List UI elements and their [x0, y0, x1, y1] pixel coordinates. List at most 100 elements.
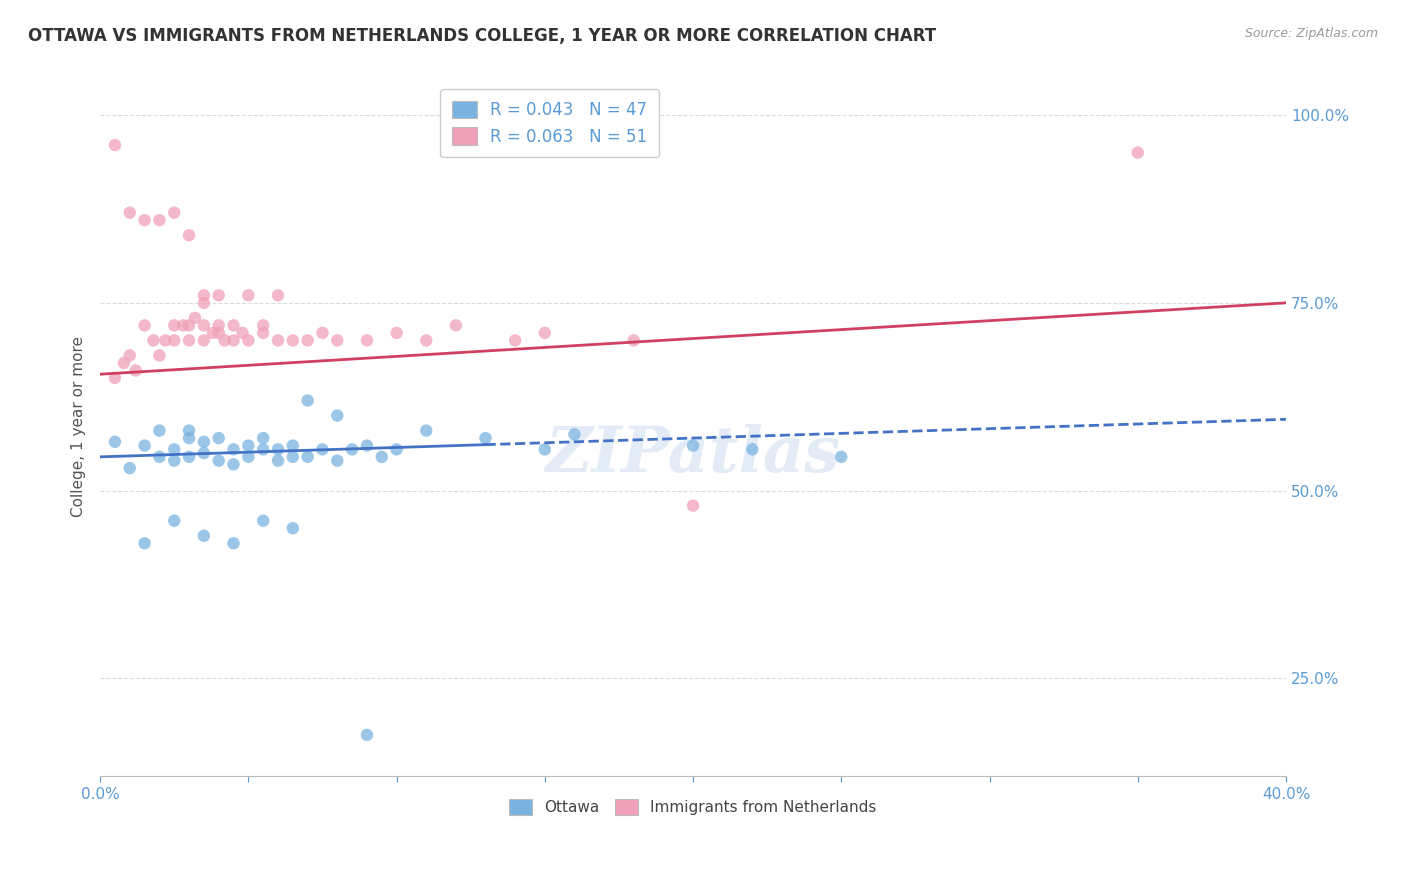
Point	[163, 514, 186, 528]
Point	[148, 348, 170, 362]
Point	[222, 442, 245, 457]
Point	[193, 529, 215, 543]
Point	[104, 434, 127, 449]
Point	[155, 334, 177, 348]
Point	[163, 318, 186, 333]
Point	[208, 326, 231, 340]
Point	[222, 536, 245, 550]
Point	[125, 363, 148, 377]
Point	[134, 439, 156, 453]
Point	[830, 450, 852, 464]
Point	[208, 453, 231, 467]
Point	[252, 442, 274, 457]
Point	[444, 318, 467, 333]
Point	[267, 288, 290, 302]
Point	[134, 318, 156, 333]
Point	[118, 461, 141, 475]
Point	[231, 326, 253, 340]
Point	[533, 442, 555, 457]
Point	[741, 442, 763, 457]
Point	[340, 442, 363, 457]
Point	[238, 450, 260, 464]
Point	[112, 356, 135, 370]
Point	[682, 499, 704, 513]
Point	[385, 326, 408, 340]
Point	[415, 424, 437, 438]
Point	[193, 318, 215, 333]
Point	[252, 431, 274, 445]
Point	[177, 431, 200, 445]
Point	[193, 288, 215, 302]
Point	[222, 458, 245, 472]
Point	[297, 334, 319, 348]
Point	[118, 348, 141, 362]
Point	[238, 288, 260, 302]
Point	[222, 334, 245, 348]
Text: Source: ZipAtlas.com: Source: ZipAtlas.com	[1244, 27, 1378, 40]
Point	[177, 450, 200, 464]
Point	[267, 442, 290, 457]
Point	[297, 393, 319, 408]
Point	[238, 334, 260, 348]
Text: OTTAWA VS IMMIGRANTS FROM NETHERLANDS COLLEGE, 1 YEAR OR MORE CORRELATION CHART: OTTAWA VS IMMIGRANTS FROM NETHERLANDS CO…	[28, 27, 936, 45]
Point	[326, 409, 349, 423]
Point	[503, 334, 526, 348]
Point	[267, 453, 290, 467]
Point	[208, 288, 231, 302]
Point	[201, 326, 224, 340]
Point	[385, 442, 408, 457]
Y-axis label: College, 1 year or more: College, 1 year or more	[72, 336, 86, 517]
Point	[267, 334, 290, 348]
Point	[177, 334, 200, 348]
Point	[356, 728, 378, 742]
Point	[163, 334, 186, 348]
Point	[177, 228, 200, 243]
Point	[104, 138, 127, 153]
Point	[252, 326, 274, 340]
Point	[281, 439, 304, 453]
Point	[326, 453, 349, 467]
Point	[415, 334, 437, 348]
Point	[118, 205, 141, 219]
Text: ZIPatlas: ZIPatlas	[546, 424, 841, 485]
Point	[311, 442, 333, 457]
Point	[177, 424, 200, 438]
Point	[623, 334, 645, 348]
Point	[134, 536, 156, 550]
Point	[533, 326, 555, 340]
Point	[148, 213, 170, 227]
Point	[311, 326, 333, 340]
Point	[134, 213, 156, 227]
Point	[148, 424, 170, 438]
Point	[252, 514, 274, 528]
Point	[208, 431, 231, 445]
Point	[281, 334, 304, 348]
Point	[682, 439, 704, 453]
Point	[252, 318, 274, 333]
Point	[222, 318, 245, 333]
Point	[163, 205, 186, 219]
Point	[474, 431, 496, 445]
Point	[238, 439, 260, 453]
Point	[177, 318, 200, 333]
Point	[281, 450, 304, 464]
Legend: Ottawa, Immigrants from Netherlands: Ottawa, Immigrants from Netherlands	[501, 790, 886, 824]
Point	[163, 442, 186, 457]
Point	[142, 334, 165, 348]
Point	[281, 521, 304, 535]
Point	[184, 310, 207, 325]
Point	[564, 427, 586, 442]
Point	[326, 334, 349, 348]
Point	[193, 296, 215, 310]
Point	[356, 439, 378, 453]
Point	[172, 318, 194, 333]
Point	[193, 446, 215, 460]
Point	[148, 450, 170, 464]
Point	[297, 450, 319, 464]
Point	[104, 371, 127, 385]
Point	[163, 453, 186, 467]
Point	[214, 334, 236, 348]
Point	[193, 334, 215, 348]
Point	[208, 318, 231, 333]
Point	[356, 334, 378, 348]
